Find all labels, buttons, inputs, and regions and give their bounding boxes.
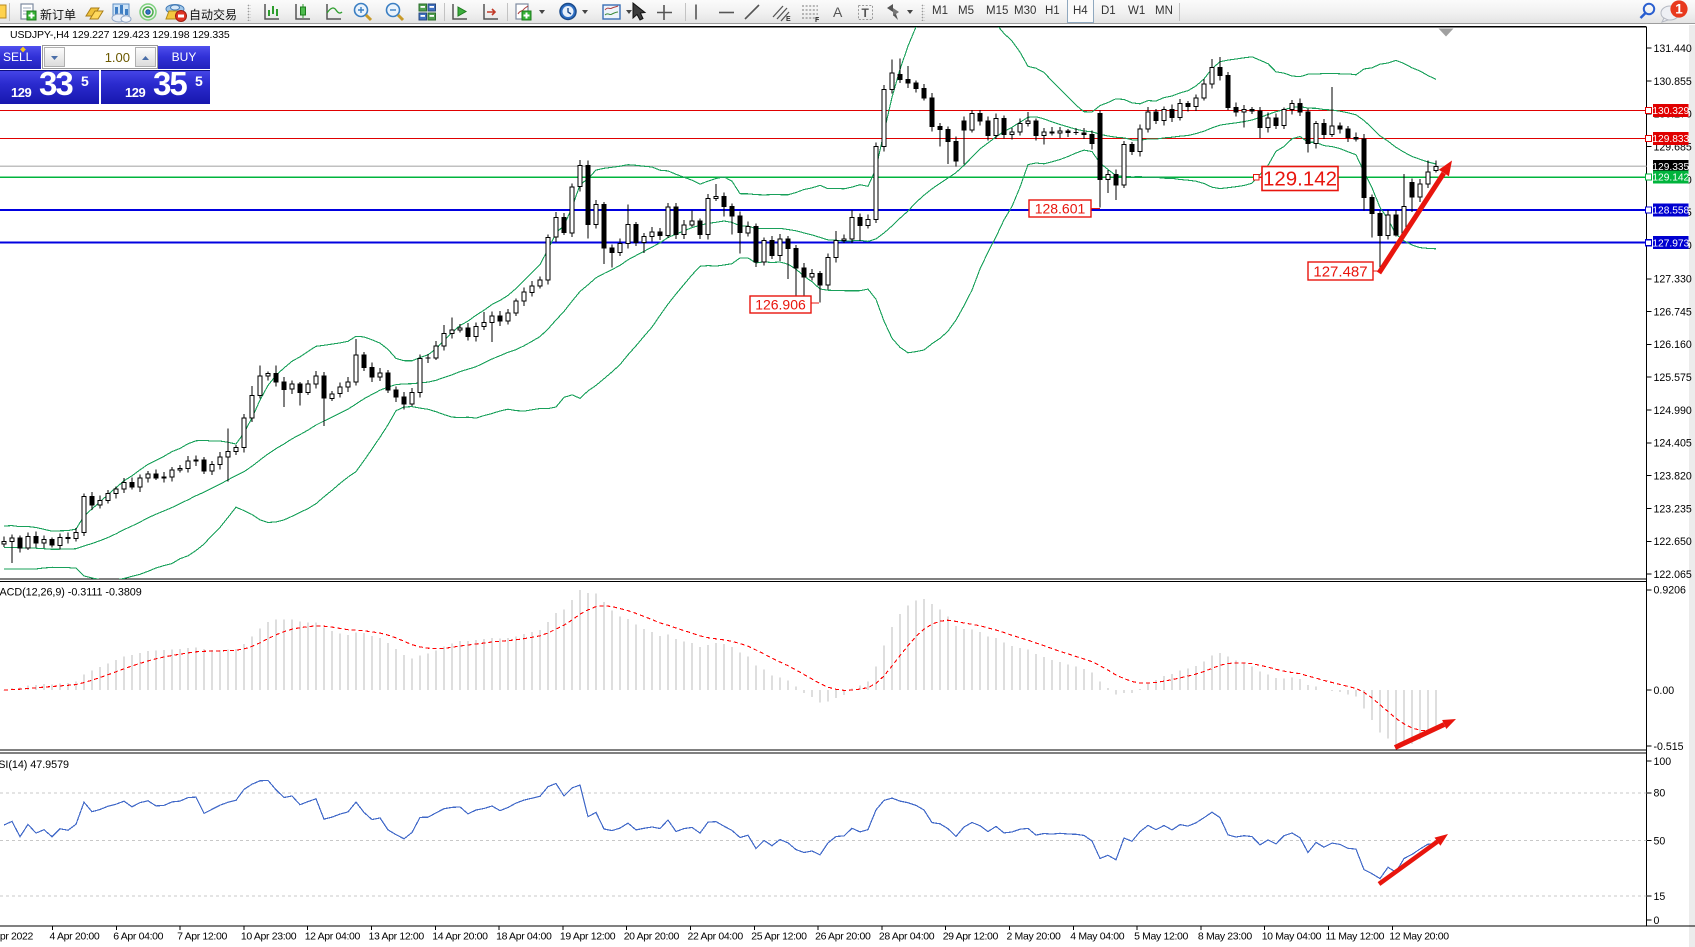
svg-text:2 May 20:00: 2 May 20:00	[1007, 931, 1061, 943]
svg-text:5 May 12:00: 5 May 12:00	[1134, 931, 1188, 943]
svg-text:RSI(14) 47.9579: RSI(14) 47.9579	[0, 759, 69, 771]
svg-text:127.973: 127.973	[1652, 238, 1689, 249]
svg-text:124.990: 124.990	[1654, 405, 1692, 417]
svg-text:0.9206: 0.9206	[1654, 585, 1687, 597]
svg-text:126.160: 126.160	[1654, 339, 1692, 351]
svg-text:USDJPY-,H4 129.227 129.423 12: USDJPY-,H4 129.227 129.423 129.198 129.3…	[10, 29, 230, 41]
svg-text:8 May 23:00: 8 May 23:00	[1198, 931, 1252, 943]
svg-text:1: 1	[1675, 2, 1683, 17]
svg-text:10 Apr 23:00: 10 Apr 23:00	[241, 931, 297, 943]
svg-text:4 May 04:00: 4 May 04:00	[1070, 931, 1124, 943]
svg-text:MACD(12,26,9) -0.3111 -0.3809: MACD(12,26,9) -0.3111 -0.3809	[0, 587, 142, 599]
svg-text:129.142: 129.142	[1263, 168, 1337, 191]
svg-text:15: 15	[1654, 891, 1666, 903]
svg-text:128.558: 128.558	[1652, 206, 1689, 217]
svg-text:11 May 12:00: 11 May 12:00	[1326, 931, 1385, 943]
svg-text:128.601: 128.601	[1035, 201, 1086, 217]
svg-text:20 Apr 20:00: 20 Apr 20:00	[624, 931, 680, 943]
svg-text:122.065: 122.065	[1654, 569, 1692, 581]
svg-text:29 Apr 12:00: 29 Apr 12:00	[943, 931, 999, 943]
svg-text:0.00: 0.00	[1654, 685, 1675, 697]
svg-text:129.833: 129.833	[1652, 134, 1689, 145]
svg-text:25 Apr 12:00: 25 Apr 12:00	[751, 931, 807, 943]
svg-text:4 Apr 20:00: 4 Apr 20:00	[50, 931, 100, 943]
svg-text:13 Apr 12:00: 13 Apr 12:00	[369, 931, 425, 943]
svg-text:10 May 04:00: 10 May 04:00	[1262, 931, 1322, 943]
svg-text:18 Apr 04:00: 18 Apr 04:00	[496, 931, 552, 943]
svg-text:22 Apr 04:00: 22 Apr 04:00	[688, 931, 744, 943]
svg-text:131.440: 131.440	[1654, 43, 1692, 55]
svg-text:F: F	[815, 17, 820, 24]
svg-text:127.330: 127.330	[1654, 274, 1692, 286]
svg-text:80: 80	[1654, 788, 1666, 800]
svg-text:1 Apr 2022: 1 Apr 2022	[0, 931, 34, 943]
svg-text:14 Apr 20:00: 14 Apr 20:00	[432, 931, 488, 943]
svg-text:130.855: 130.855	[1654, 76, 1692, 88]
svg-text:126.906: 126.906	[755, 297, 806, 313]
svg-text:124.405: 124.405	[1654, 438, 1692, 450]
svg-text:123.820: 123.820	[1654, 471, 1692, 483]
svg-text:T: T	[862, 6, 870, 20]
svg-text:129.335: 129.335	[1652, 162, 1689, 173]
svg-text:6 Apr 04:00: 6 Apr 04:00	[113, 931, 163, 943]
svg-text:A: A	[833, 4, 843, 20]
svg-text:122.650: 122.650	[1654, 536, 1692, 548]
svg-text:130.329: 130.329	[1652, 106, 1689, 117]
svg-text:100: 100	[1654, 756, 1672, 768]
svg-text:-0.515: -0.515	[1654, 741, 1684, 753]
svg-text:126.745: 126.745	[1654, 306, 1692, 318]
svg-text:50: 50	[1654, 835, 1666, 847]
svg-text:19 Apr 12:00: 19 Apr 12:00	[560, 931, 616, 943]
svg-text:7 Apr 12:00: 7 Apr 12:00	[177, 931, 227, 943]
svg-text:125.575: 125.575	[1654, 372, 1692, 384]
svg-text:129.142: 129.142	[1652, 173, 1689, 184]
svg-text:28 Apr 04:00: 28 Apr 04:00	[879, 931, 935, 943]
svg-text:12 May 20:00: 12 May 20:00	[1389, 931, 1449, 943]
svg-text:127.487: 127.487	[1313, 263, 1367, 280]
svg-text:26 Apr 20:00: 26 Apr 20:00	[815, 931, 871, 943]
svg-text:0: 0	[1654, 915, 1660, 927]
svg-text:E: E	[786, 16, 791, 23]
svg-text:12 Apr 04:00: 12 Apr 04:00	[305, 931, 361, 943]
svg-text:123.235: 123.235	[1654, 503, 1692, 515]
